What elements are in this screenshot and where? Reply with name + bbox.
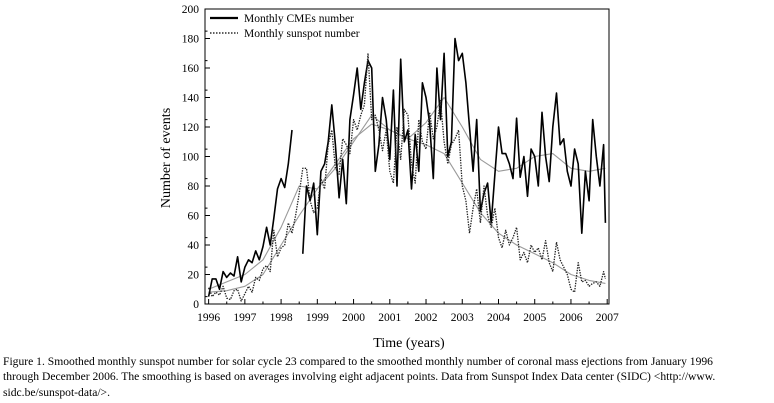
y-tick-label: 100 <box>182 152 200 164</box>
x-tick-label: 2007 <box>596 312 619 324</box>
y-tick-label: 160 <box>182 63 200 75</box>
y-tick-label: 180 <box>182 34 200 46</box>
y-tick-label: 20 <box>188 270 200 282</box>
x-axis-label: Time (years) <box>373 336 445 351</box>
x-tick-label: 2001 <box>378 312 401 324</box>
series-line-monthly-sunspot-number <box>207 52 607 302</box>
series-line-monthly-cmes-number <box>207 37 607 297</box>
y-tick-label: 0 <box>193 299 199 311</box>
x-tick-label: 2002 <box>415 312 438 324</box>
series-line-smoothed-cmes-number <box>208 96 606 290</box>
caption-line-1: Figure 1. Smoothed monthly sunspot numbe… <box>3 355 713 368</box>
x-tick-label: 1996 <box>197 312 220 324</box>
x-tick-label: 1999 <box>306 312 329 324</box>
caption-line-2: through December 2006. The smoothing is … <box>3 370 716 384</box>
y-tick-label: 120 <box>182 122 200 134</box>
y-tick-label: 80 <box>188 181 200 193</box>
x-tick-label: 2003 <box>451 312 474 324</box>
y-tick-label: 140 <box>182 93 200 105</box>
x-tick-label: 2000 <box>342 312 365 324</box>
x-tick-label: 2004 <box>487 312 510 324</box>
legend-label-cmes: Monthly CMEs number <box>244 13 354 25</box>
caption-line-3: sidc.be/sunspot-data/>. <box>3 385 110 399</box>
x-tick-label: 2005 <box>523 312 546 324</box>
y-axis-label: Number of events <box>159 108 174 208</box>
series-layer <box>207 37 607 302</box>
chart-figure: 0 20 40 60 80 100 120 140 160 180 200 1996 1997 1998 1… <box>159 4 619 351</box>
y-tick-label: 60 <box>188 211 200 223</box>
axes-layer: 0 20 40 60 80 100 120 140 160 180 200 1996 1997 1998 1… <box>182 4 619 324</box>
x-tick-label: 2006 <box>559 312 582 324</box>
x-tick-label: 1998 <box>270 312 293 324</box>
legend-label-sunspots: Monthly sunspot number <box>244 28 360 40</box>
legend: Monthly CMEs number Monthly sunspot numb… <box>210 13 360 40</box>
figure-caption: Figure 1. Smoothed monthly sunspot numbe… <box>3 354 771 400</box>
y-tick-label: 40 <box>188 240 200 252</box>
y-tick-label: 200 <box>182 4 200 16</box>
x-tick-label: 1997 <box>233 312 256 324</box>
plot-frame <box>204 8 610 305</box>
